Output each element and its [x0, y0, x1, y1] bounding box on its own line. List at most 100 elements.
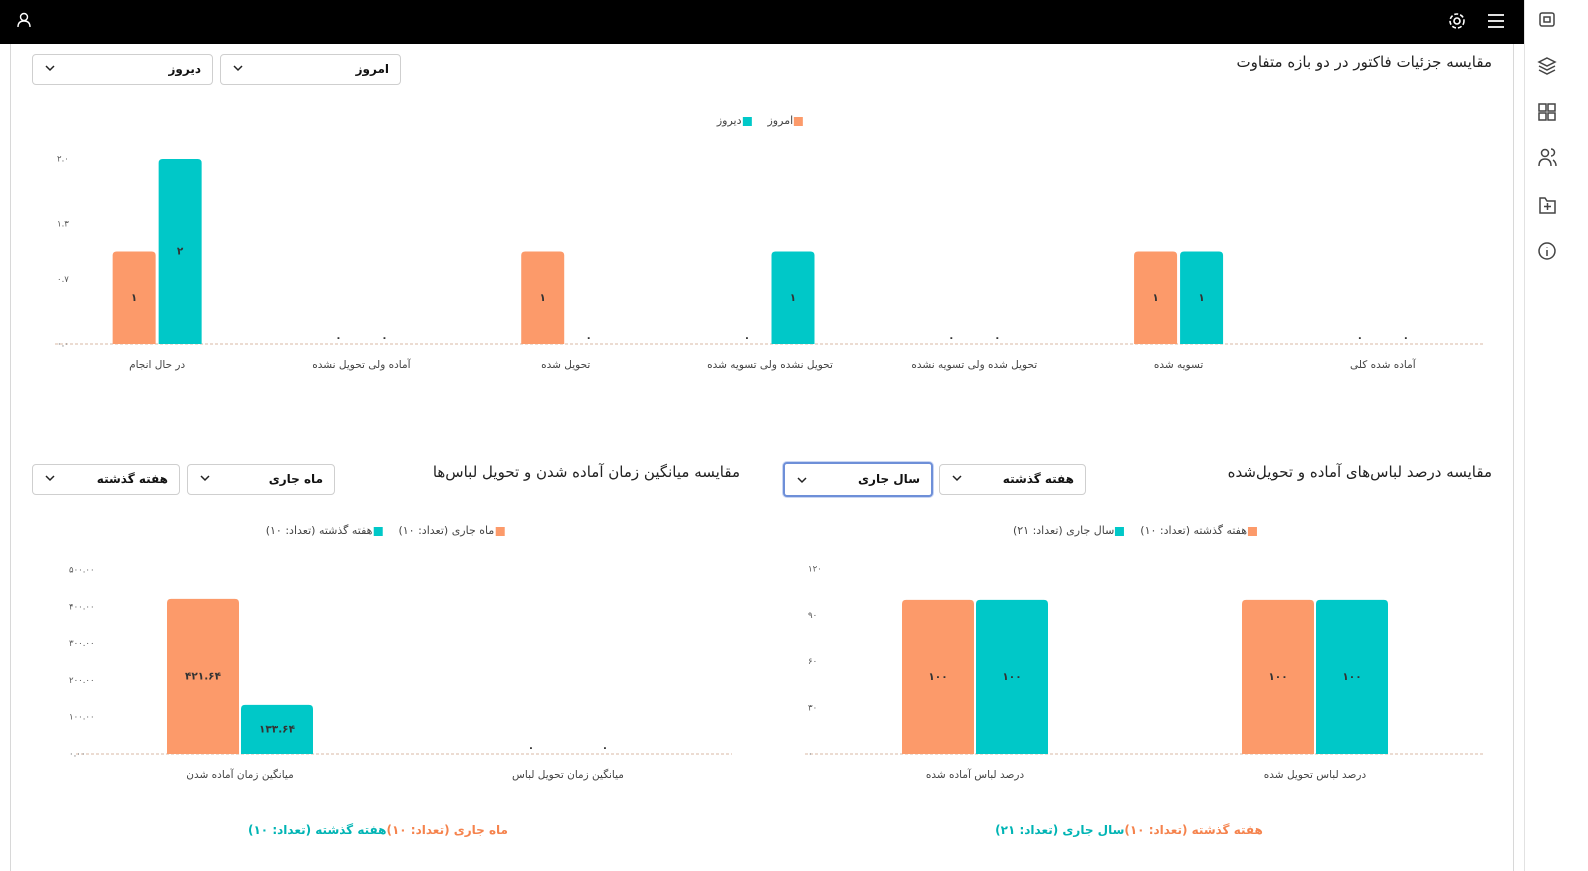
- legend-item: هفته گذشته (تعداد: ۱۰): [266, 524, 383, 537]
- x-tick-label: درصد لباس آماده شده: [926, 768, 1025, 781]
- legend-item: امروز: [768, 114, 804, 127]
- chart-title: مقایسه درصد لباس‌های آماده و تحویل‌شده: [1227, 463, 1492, 481]
- legend-label: ماه جاری (تعداد: ۱۰): [398, 524, 495, 537]
- legend-item: سال جاری (تعداد: ۲۱): [1012, 524, 1125, 537]
- dropdown[interactable]: هفته گذشته: [939, 464, 1086, 495]
- chart-title: مقایسه جزئیات فاکتور در دو بازه متفاوت: [1236, 53, 1492, 71]
- dropdown-label: دیروز: [168, 62, 202, 76]
- bar: [1180, 251, 1224, 344]
- data-label: ۰: [381, 332, 387, 344]
- legend-label: هفته گذشته (تعداد: ۱۰): [1140, 524, 1248, 537]
- legend-item: هفته گذشته (تعداد: ۱۰): [1140, 524, 1258, 537]
- summary-item: ماه جاری (تعداد: ۱۰): [386, 823, 508, 837]
- x-tick-label: تحویل شده ولی تسویه نشده: [911, 359, 1037, 371]
- x-tick-label: تحویل شده: [541, 359, 590, 371]
- data-label: ۱: [1152, 292, 1158, 304]
- data-label: ۱: [540, 292, 546, 304]
- dropdown-label: هفته گذشته: [1002, 472, 1074, 486]
- y-tick-label: ۶۰: [808, 657, 817, 667]
- y-tick-label: ۴۰۰.۰۰: [69, 602, 95, 612]
- legend-swatch: [794, 116, 804, 126]
- data-label: ۱: [1198, 292, 1204, 304]
- bar: [241, 704, 313, 754]
- summary: هفته گذشته (تعداد: ۱۰)سال جاری (تعداد: ۲…: [995, 823, 1263, 837]
- bar: [1134, 251, 1178, 344]
- bar: [976, 599, 1048, 754]
- top-bar: [0, 0, 1524, 44]
- y-tick-label: ۵۰۰.۰۰: [69, 566, 95, 576]
- data-label: ۱: [790, 292, 796, 304]
- bar: [167, 598, 239, 754]
- legend: هفته گذشته (تعداد: ۱۰) سال جاری (تعداد: ۲…: [1012, 524, 1258, 537]
- charts: ۰.۰ ۰.۷ ۱.۳ ۲.۰ در حال انجام ۱ ۲ آماده ولی تحوی…: [55, 155, 1485, 781]
- bar: [902, 599, 974, 754]
- y-tick-label: ۰: [808, 750, 813, 760]
- y-tick-label: ۰.۰: [57, 340, 69, 350]
- dropdown-label: هفته گذشته: [96, 472, 168, 486]
- y-tick-label: ۳۰: [808, 703, 817, 713]
- legend-swatch: [1115, 526, 1125, 536]
- y-tick-label: ۳۰۰.۰۰: [69, 639, 95, 649]
- data-label: ۱۰۰: [1002, 671, 1021, 683]
- legend-item: ماه جاری (تعداد: ۱۰): [398, 524, 505, 537]
- legend-label: سال جاری (تعداد: ۲۱): [1012, 524, 1115, 537]
- x-tick-label: در حال انجام: [129, 359, 185, 371]
- data-label: ۱۰۰: [1268, 671, 1287, 683]
- bar: [112, 251, 156, 344]
- summary-item: هفته گذشته (تعداد: ۱۰): [1124, 823, 1263, 837]
- settings-icon[interactable]: [1447, 11, 1467, 31]
- chart-title: مقایسه میانگین زمان آماده شدن و تحویل لب…: [432, 463, 740, 481]
- y-tick-label: ۲.۰: [57, 155, 69, 165]
- y-tick-label: ۱۲۰: [808, 565, 822, 575]
- legend: ماه جاری (تعداد: ۱۰) هفته گذشته (تعداد: ۱…: [266, 524, 505, 537]
- data-label: ۰: [1357, 332, 1363, 344]
- sidebar: [1524, 0, 1588, 871]
- bar: [158, 159, 202, 344]
- legend: امروز دیروز: [716, 114, 804, 127]
- dropdown[interactable]: دیروز: [32, 54, 213, 85]
- dropdown[interactable]: امروز: [220, 54, 401, 85]
- x-tick-label: تسویه شده: [1154, 359, 1203, 371]
- content-frame: [10, 44, 1514, 871]
- sidebar-icons[interactable]: [1537, 10, 1557, 280]
- data-label: ۲: [177, 246, 184, 258]
- x-tick-label: درصد لباس تحویل شده: [1264, 769, 1367, 781]
- y-tick-label: ۰.۷: [57, 275, 69, 285]
- dropdown[interactable]: هفته گذشته: [32, 464, 180, 495]
- data-label: ۰: [744, 332, 750, 344]
- y-tick-label: ۲۰۰.۰۰: [69, 676, 95, 686]
- data-label: ۱۰۰: [928, 671, 947, 683]
- legend-label: دیروز: [716, 114, 742, 127]
- menu-icon[interactable]: [1487, 13, 1505, 29]
- legend-swatch: [742, 116, 752, 126]
- dropdown[interactable]: سال جاری: [783, 462, 933, 497]
- y-tick-label: ۱.۳: [57, 219, 69, 229]
- bar: [1316, 599, 1388, 754]
- dropdown-label: امروز: [355, 62, 389, 76]
- summary-item: هفته گذشته (تعداد: ۱۰): [248, 823, 387, 837]
- legend-swatch: [373, 526, 383, 536]
- data-label: ۱۳۳.۶۴: [259, 723, 296, 735]
- legend-swatch: [495, 526, 505, 536]
- user-icon[interactable]: [17, 12, 31, 28]
- x-tick-label: آماده شده کلی: [1350, 358, 1417, 371]
- x-tick-label: آماده ولی تحویل نشده: [312, 358, 411, 371]
- data-label: ۰: [994, 332, 1000, 344]
- data-label: ۰: [528, 742, 534, 754]
- data-label: ۱۰۰: [1342, 671, 1361, 683]
- data-label: ۱: [131, 292, 137, 304]
- dropdown-label: ماه جاری: [268, 472, 323, 486]
- bar: [521, 251, 565, 344]
- x-tick-label: میانگین زمان تحویل لباس: [512, 768, 624, 781]
- data-label: ۰: [948, 332, 954, 344]
- data-label: ۴۲۱.۶۴: [185, 670, 222, 682]
- dropdown-label: سال جاری: [858, 472, 920, 486]
- bar: [771, 251, 815, 344]
- x-tick-label: میانگین زمان آماده شدن: [186, 768, 293, 781]
- dropdown[interactable]: ماه جاری: [187, 464, 335, 495]
- data-label: ۰: [335, 332, 341, 344]
- y-tick-label: ۹۰: [808, 611, 817, 621]
- legend-label: امروز: [767, 114, 794, 127]
- x-tick-label: تحویل نشده ولی تسویه شده: [707, 359, 833, 371]
